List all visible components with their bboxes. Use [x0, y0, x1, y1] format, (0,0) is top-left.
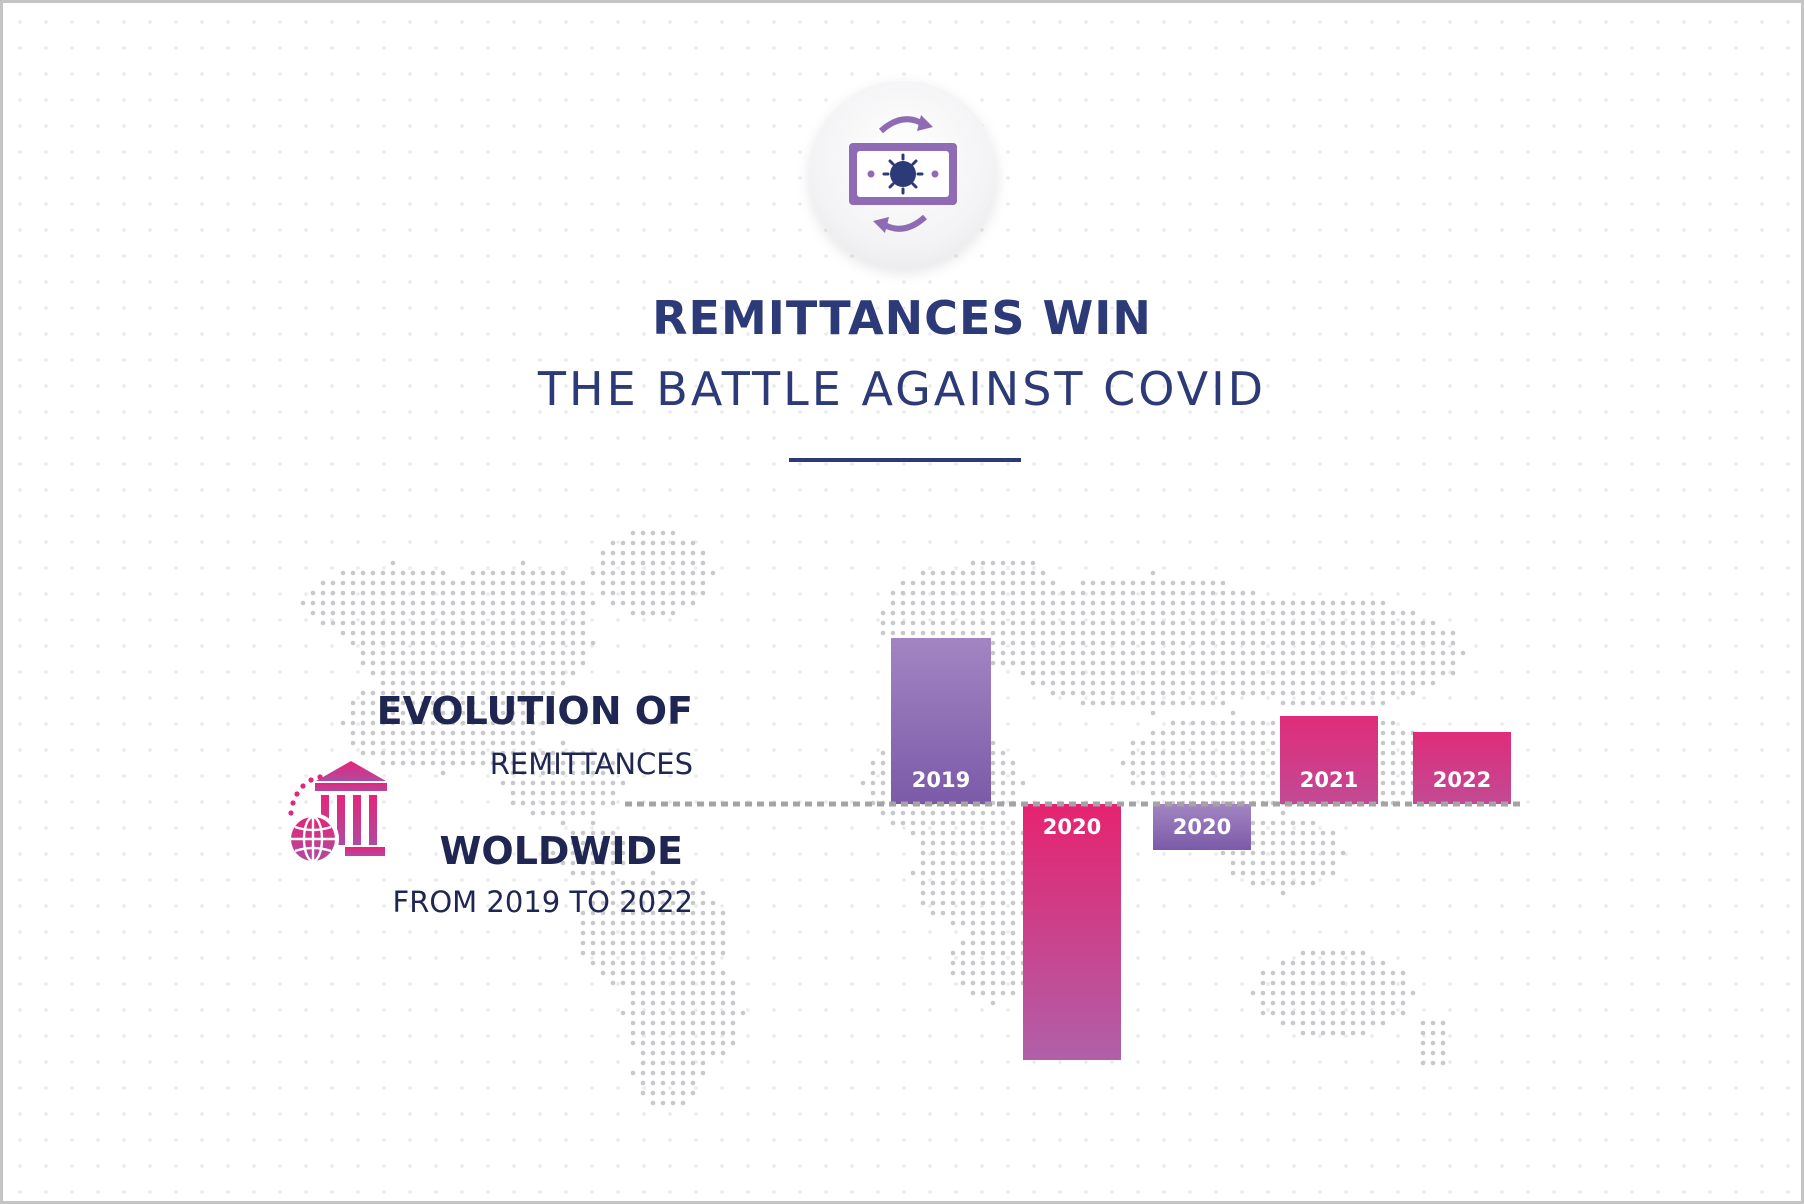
- bar-2020-3: [1153, 804, 1251, 850]
- description-line-4: FROM 2019 TO 2022: [392, 885, 693, 919]
- bar-2020-2: [1023, 804, 1121, 1060]
- bank-globe-icon: [287, 761, 387, 865]
- remittance-bar-chart: 2019 2020 2020 2021 2022: [625, 638, 1521, 1060]
- world-map-dots: [300, 530, 1466, 1106]
- bar-label-4: 2021: [1300, 768, 1358, 792]
- description-line-2: REMITTANCES: [489, 747, 693, 781]
- bar-label-2: 2020: [1043, 815, 1101, 839]
- title-divider: [789, 458, 1021, 462]
- bar-2021-4: [1280, 716, 1378, 804]
- money-exchange-virus-icon: [849, 115, 957, 233]
- page-subtitle: THE BATTLE AGAINST COVID: [537, 362, 1267, 416]
- page-title: REMITTANCES WIN: [652, 291, 1152, 345]
- bar-2019-1: [891, 638, 991, 804]
- description-line-1: EVOLUTION OF: [376, 689, 693, 733]
- chart-description: EVOLUTION OF REMITTANCES WOLDWIDE FROM 2…: [263, 679, 693, 929]
- hero-badge: [809, 81, 997, 269]
- description-line-3: WOLDWIDE: [439, 829, 683, 873]
- bar-2022-5: [1413, 732, 1511, 804]
- bar-label-1: 2019: [912, 768, 970, 792]
- bar-label-5: 2022: [1433, 768, 1491, 792]
- bar-label-3: 2020: [1173, 815, 1231, 839]
